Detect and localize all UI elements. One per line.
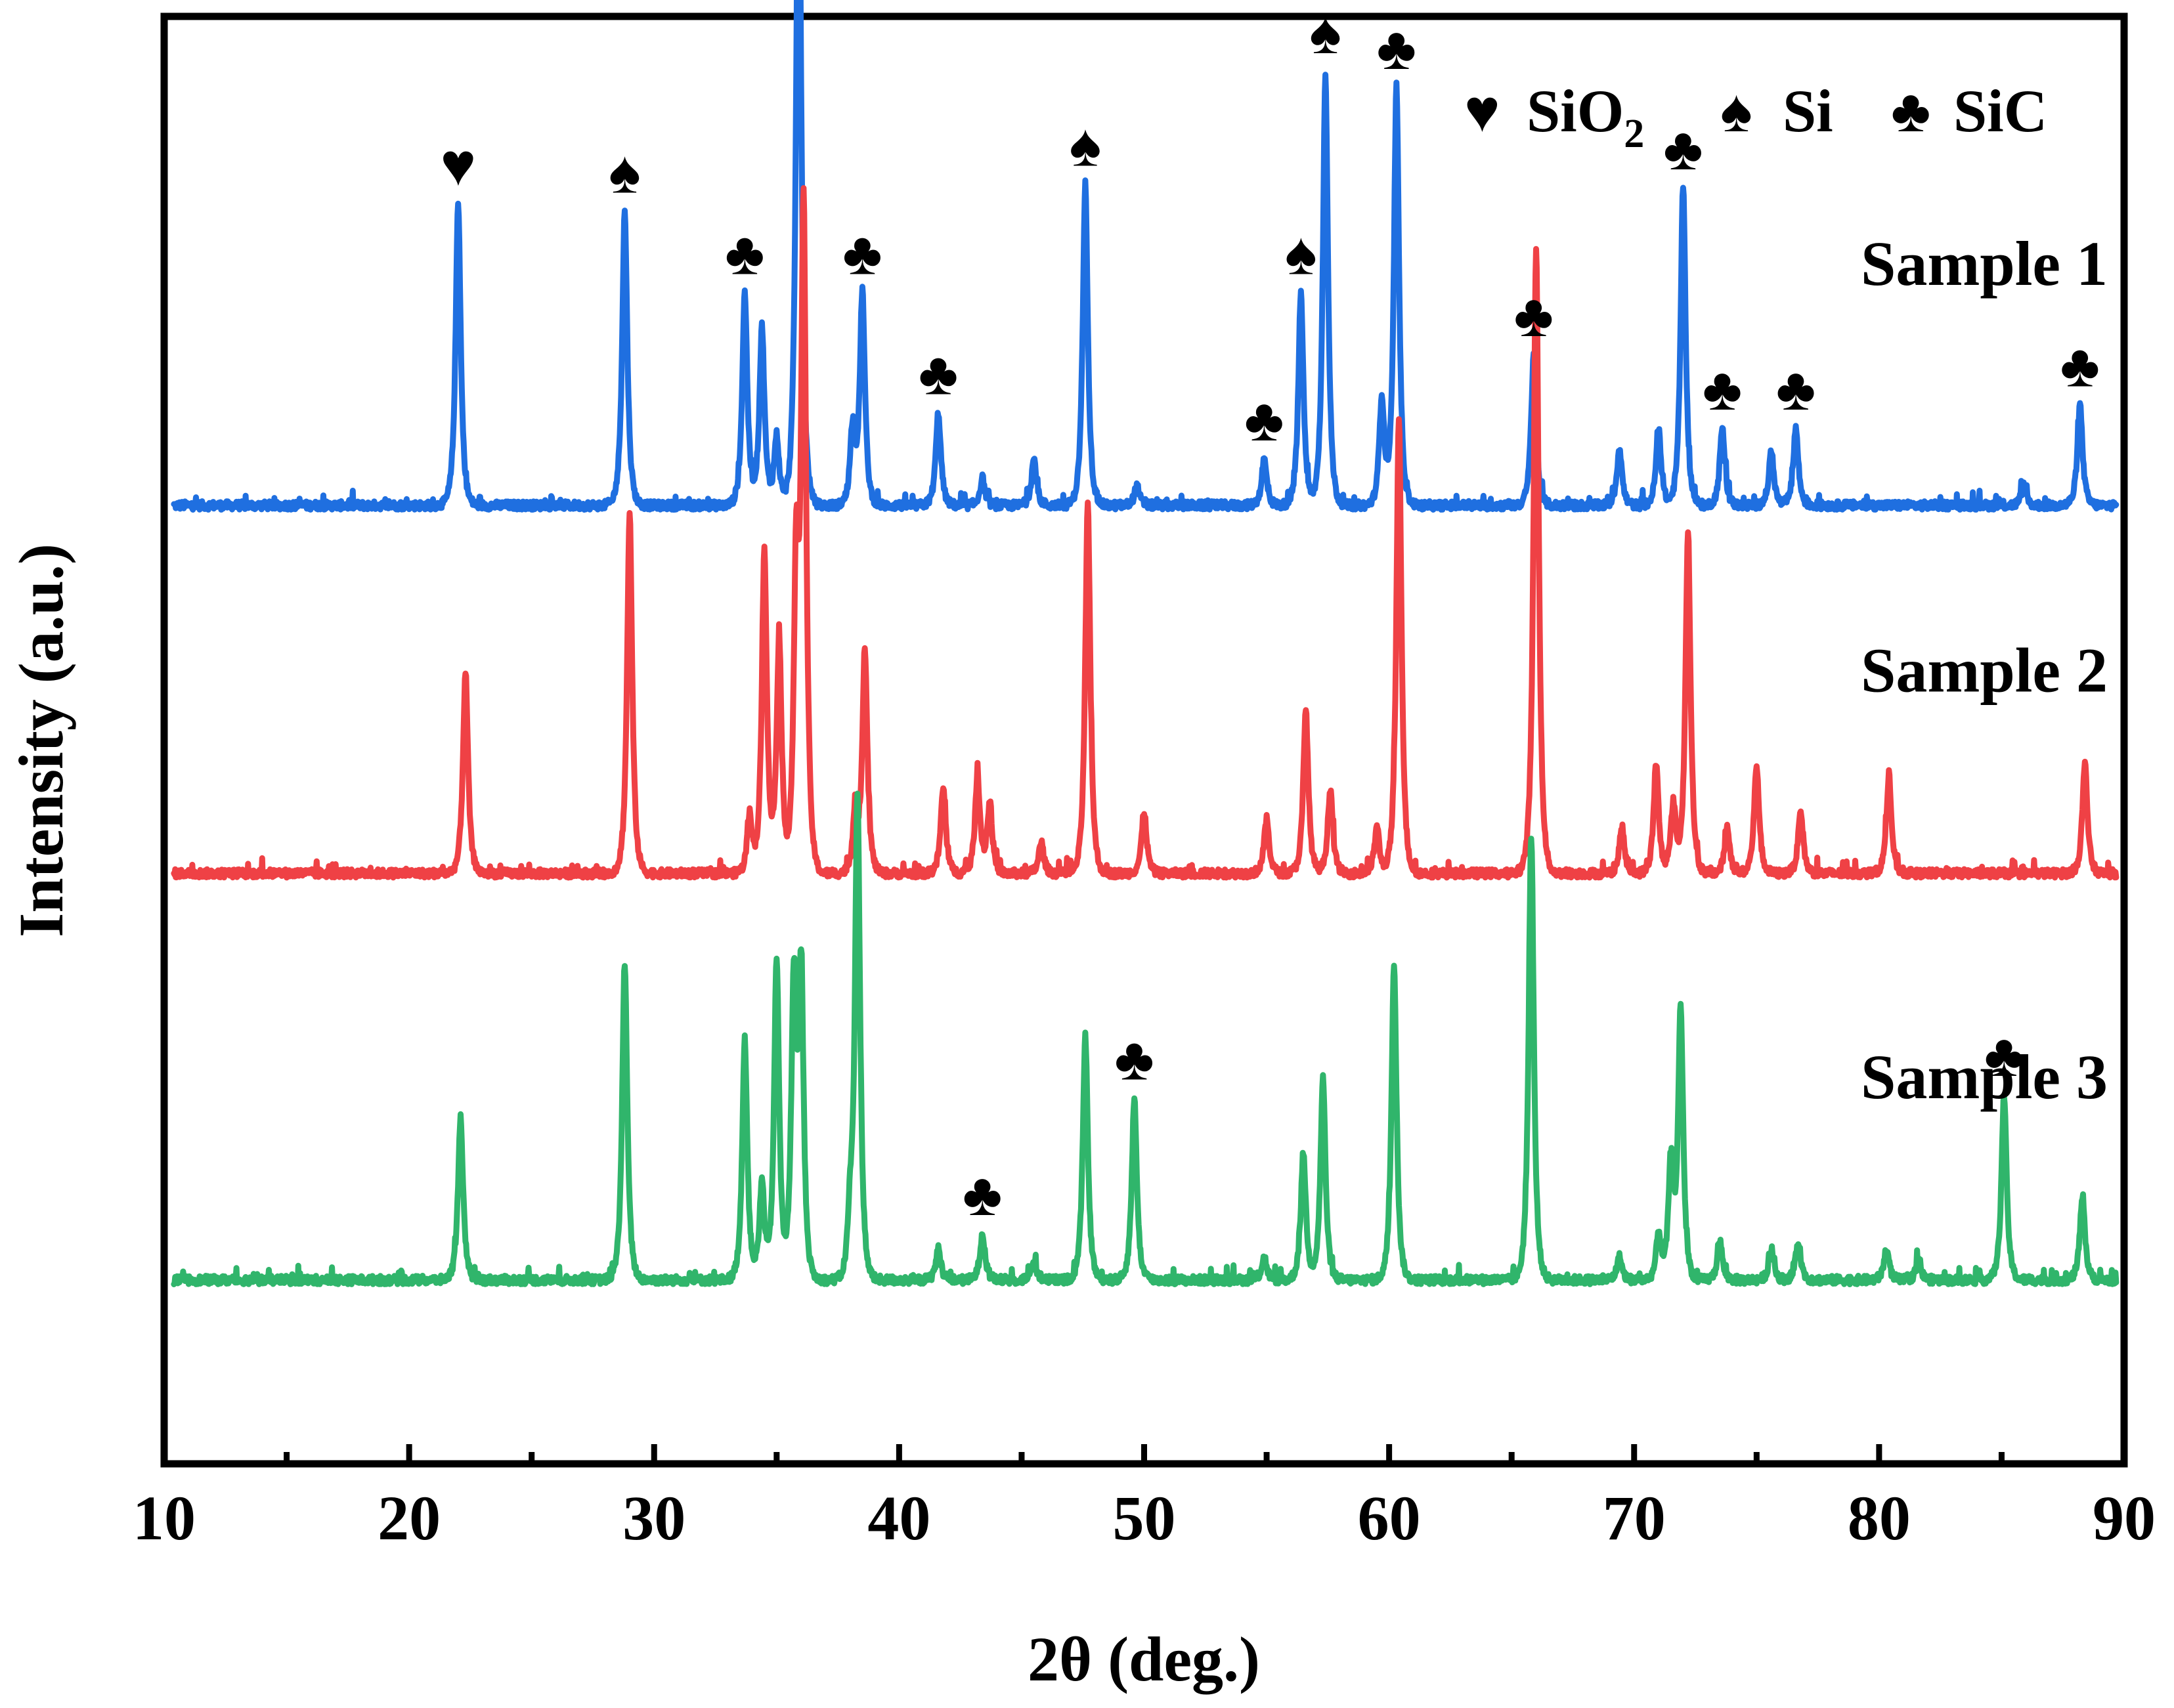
peak-marker: ♣ (963, 1161, 1002, 1228)
series-line-2 (171, 185, 2120, 881)
peak-marker: ♥ (440, 131, 476, 198)
peak-marker: ♣ (919, 340, 958, 407)
peak-marker: ♣ (1984, 1022, 2024, 1089)
peak-marker: ♣ (1377, 15, 1416, 82)
series-layer: Sample 1 Sample 2 Sample 3 (171, 0, 2120, 1287)
peak-marker: ♣ (1514, 282, 1554, 349)
peak-marker: ♣ (725, 221, 764, 288)
legend-label: SiC (1953, 77, 2047, 144)
peak-marker: ♠ (1285, 221, 1317, 288)
peak-marker: ♣ (1703, 356, 1742, 423)
peak-marker: ♣ (1244, 387, 1284, 454)
x-tick-label: 40 (867, 1483, 930, 1553)
legend-symbol: ♥ (1464, 77, 1500, 144)
peak-marker: ♣ (842, 221, 882, 288)
peak-marker: ♠ (1309, 0, 1341, 66)
series-label-3: Sample 3 (1861, 1042, 2108, 1112)
peak-marker: ♣ (1114, 1026, 1154, 1093)
series-label-1: Sample 1 (1861, 228, 2108, 299)
x-tick-label: 50 (1113, 1483, 1176, 1553)
x-tick-label: 80 (1848, 1483, 1911, 1553)
legend-label: SiO2 (1527, 77, 1644, 156)
legend-symbol: ♣ (1891, 77, 1930, 144)
x-tick-label: 10 (133, 1483, 196, 1553)
x-tick-label: 70 (1603, 1483, 1666, 1553)
peak-markers: ♥ ♠ ♣ ♣ ♣ ♣ ♠ ♣ ♠ ♠ ♣ ♣ ♣ ♣ ♣ ♣ ♣ ♣ ♣ (440, 0, 2100, 1228)
legend-symbol: ♠ (1720, 77, 1752, 144)
series-line-1 (171, 0, 2120, 513)
x-tick-label: 20 (378, 1483, 441, 1553)
x-tick-label: 90 (2093, 1483, 2156, 1553)
peak-marker: ♠ (1070, 112, 1102, 179)
peak-marker: ♣ (2060, 333, 2100, 400)
peak-marker: ♣ (1663, 116, 1703, 182)
series-line-3 (171, 790, 2120, 1287)
x-tick-label: 60 (1358, 1483, 1421, 1553)
peak-marker: ♣ (1776, 356, 1815, 423)
legend: ♥ SiO2 ♠ Si ♣ SiC (1464, 77, 2047, 156)
legend-label: Si (1783, 77, 1833, 144)
y-axis-title: Intensity (a.u.) (6, 544, 76, 937)
x-axis-title: 2θ (deg.) (1028, 1624, 1260, 1694)
series-label-2: Sample 2 (1861, 635, 2108, 706)
x-axis-ticks: 10 20 30 40 50 60 70 80 90 (133, 1444, 2156, 1553)
peak-marker: ♠ (609, 139, 641, 206)
x-tick-label: 30 (622, 1483, 685, 1553)
